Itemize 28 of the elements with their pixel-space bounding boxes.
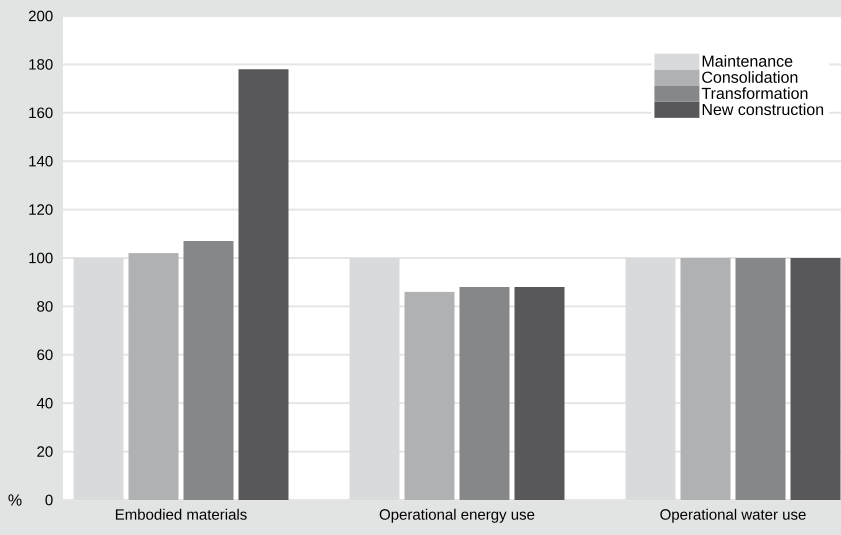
- y-tick-label: 80: [37, 301, 53, 312]
- y-tick-label: 40: [36, 398, 53, 408]
- x-tick-label: Operational energy use: [380, 508, 534, 523]
- bar: [404, 292, 454, 500]
- legend-label: Maintenance: [702, 55, 792, 67]
- bar: [680, 258, 730, 500]
- y-tick-label: 200: [28, 10, 53, 22]
- x-tick-label: Embodied materials: [116, 508, 247, 520]
- legend-label: Transformation: [702, 87, 808, 100]
- y-tick-label: 100: [29, 252, 53, 264]
- legend-label: New construction: [702, 103, 824, 116]
- y-tick-label: 0: [45, 494, 53, 506]
- bar: [514, 287, 564, 500]
- y-tick-label: 140: [29, 156, 53, 166]
- bar: [736, 258, 786, 500]
- bar: [790, 258, 840, 500]
- y-axis-title: %: [8, 494, 22, 506]
- y-tick-label: 60: [37, 349, 53, 360]
- y-tick-label: 120: [29, 204, 53, 215]
- bar: [128, 253, 178, 500]
- x-tick-label: Operational water use: [660, 508, 806, 523]
- bar: [238, 69, 288, 500]
- y-tick-label: 20: [37, 446, 53, 457]
- y-tick-label: 180: [29, 59, 53, 70]
- bar: [184, 241, 234, 500]
- legend-label: Consolidation: [702, 71, 798, 83]
- y-tick-label: 160: [29, 107, 53, 118]
- bar: [460, 287, 510, 500]
